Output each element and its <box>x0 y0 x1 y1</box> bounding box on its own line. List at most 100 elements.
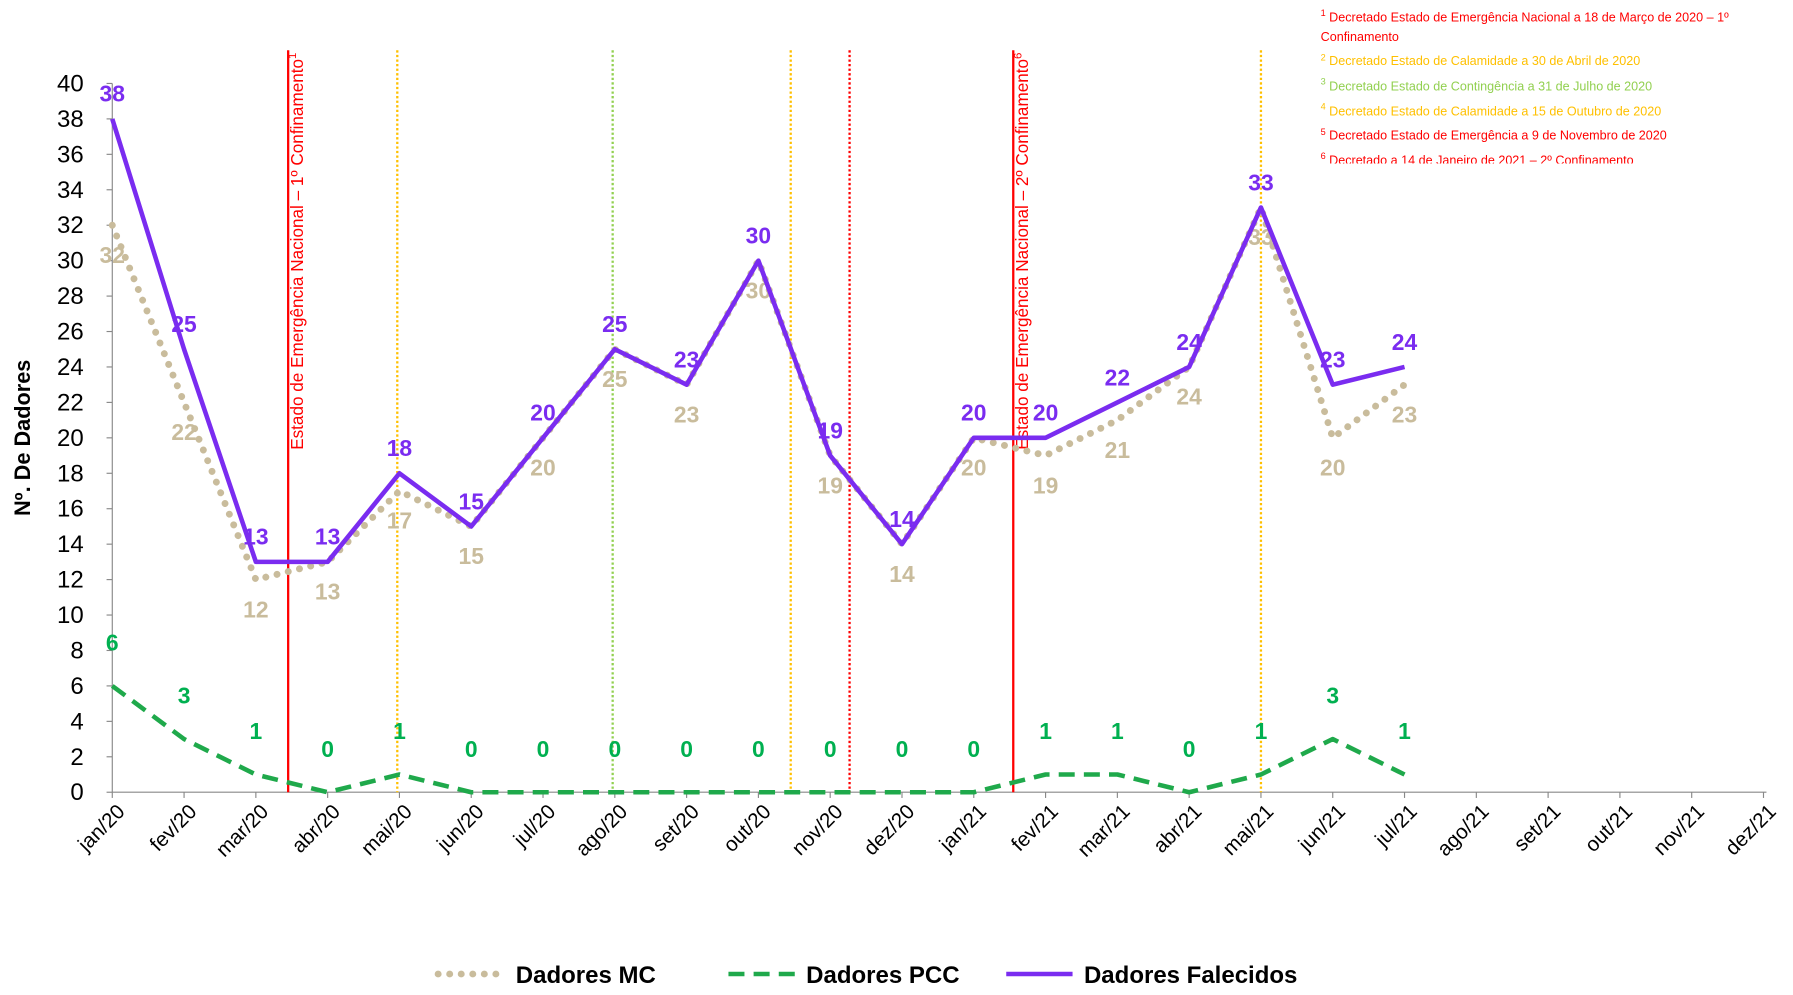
data-label: 0 <box>680 736 693 762</box>
y-tick-label: 2 <box>70 744 83 771</box>
y-tick-label: 38 <box>57 106 84 133</box>
data-label: 3 <box>178 683 191 709</box>
data-label: 33 <box>1248 169 1273 195</box>
y-tick-label: 40 <box>57 70 84 97</box>
data-label: 14 <box>889 506 915 532</box>
legend-label: Dadores PCC <box>806 962 959 989</box>
x-tick-label: jul/20 <box>509 800 561 852</box>
data-label: 0 <box>896 736 909 762</box>
x-tick-label: out/21 <box>1580 800 1637 857</box>
data-label: 0 <box>967 736 980 762</box>
y-tick-label: 12 <box>57 567 84 594</box>
y-tick-label: 14 <box>57 531 84 558</box>
y-tick-label: 34 <box>57 177 84 204</box>
data-label: 22 <box>171 419 196 445</box>
x-tick-label: dez/20 <box>859 800 919 860</box>
data-label: 0 <box>1183 736 1196 762</box>
note: 2 Decretado Estado de Calamidade a 30 de … <box>1321 48 1793 73</box>
data-label: 1 <box>1398 718 1411 744</box>
note: 5 Decretado Estado de Emergência a 9 de N… <box>1321 122 1793 147</box>
series-line <box>110 118 1406 565</box>
x-tick-label: set/21 <box>1509 800 1565 856</box>
y-tick-label: 10 <box>57 602 84 629</box>
data-label: 15 <box>459 488 485 514</box>
y-tick-label: 30 <box>57 248 84 275</box>
data-label: 23 <box>1320 347 1345 373</box>
data-label: 3 <box>1326 683 1339 709</box>
y-tick-label: 36 <box>57 141 84 168</box>
data-label: 0 <box>608 736 621 762</box>
data-label: 20 <box>530 400 555 426</box>
x-tick-label: ago/21 <box>1433 800 1494 861</box>
note: 6 Decretado a 14 de Janeiro de 2021 – 2º … <box>1321 147 1793 163</box>
y-tick-label: 32 <box>57 212 84 239</box>
data-label: 0 <box>321 736 334 762</box>
y-tick-label: 22 <box>57 389 84 416</box>
x-tick-label: jul/21 <box>1370 800 1422 852</box>
data-label: 17 <box>387 508 412 534</box>
event-label: Estado de Emergência Nacional – 1º Confi… <box>287 53 307 450</box>
x-tick-label: nov/21 <box>1649 800 1709 860</box>
data-label: 13 <box>243 524 268 550</box>
data-label: 1 <box>1039 718 1052 744</box>
data-label: 0 <box>537 736 550 762</box>
data-label: 19 <box>817 417 842 443</box>
data-label: 23 <box>674 401 699 427</box>
data-label: 38 <box>100 81 126 107</box>
x-tick-label: mai/20 <box>357 800 417 860</box>
note-sup: 1 <box>1320 8 1326 19</box>
note-text: Decretado Estado de Calamidade a 30 de A… <box>1329 55 1641 69</box>
x-tick-label: out/20 <box>719 800 776 857</box>
data-label: 1 <box>393 718 406 744</box>
x-tick-label: jun/20 <box>432 800 489 857</box>
x-tick-label: mar/20 <box>212 800 274 862</box>
notes-box: 1 Decretado Estado de Emergência Nacional… <box>1321 3 1793 163</box>
x-tick-label: set/20 <box>648 800 704 856</box>
event-label-sup: 6 <box>1012 53 1024 59</box>
data-label: 25 <box>171 311 197 337</box>
data-label: 24 <box>1176 384 1202 410</box>
data-label: 20 <box>1033 400 1058 426</box>
x-tick-label: ago/20 <box>571 800 632 861</box>
y-tick-label: 24 <box>57 354 84 381</box>
data-label: 18 <box>387 435 413 461</box>
y-tick-label: 6 <box>70 673 83 700</box>
note-text: Decretado Estado de Emergência Nacional … <box>1320 11 1729 45</box>
event-label-text: Estado de Emergência Nacional – 1º Confi… <box>287 59 307 450</box>
data-label: 19 <box>1033 472 1058 498</box>
note-text: Decretado Estado de Contingência a 31 de… <box>1329 79 1653 94</box>
note: 3 Decretado Estado de Contingência a 31 d… <box>1321 72 1793 97</box>
data-label: 24 <box>1392 329 1418 355</box>
note-text: Decretado Estado de Calamidade a 15 de O… <box>1329 104 1662 119</box>
data-label: 20 <box>530 455 555 481</box>
x-tick-label: jan/21 <box>934 800 991 857</box>
data-label: 1 <box>1255 718 1268 744</box>
y-tick-label: 26 <box>57 319 84 346</box>
y-tick-label: 0 <box>70 779 83 806</box>
data-label: 15 <box>459 543 485 569</box>
x-tick-label: abr/20 <box>287 800 344 857</box>
data-label: 32 <box>100 242 125 268</box>
y-tick-label: 16 <box>57 496 84 523</box>
data-label: 1 <box>249 718 262 744</box>
data-label: 13 <box>315 579 340 605</box>
data-label: 19 <box>817 472 842 498</box>
x-tick-label: mai/21 <box>1218 800 1278 860</box>
note-sup: 4 <box>1320 101 1326 112</box>
y-tick-label: 18 <box>57 460 84 487</box>
x-tick-label: nov/20 <box>788 800 848 860</box>
data-label: 25 <box>602 366 628 392</box>
data-label: 13 <box>315 524 340 550</box>
data-label: 12 <box>243 596 268 622</box>
x-tick-label: dez/21 <box>1721 800 1781 860</box>
data-label: 14 <box>889 561 915 587</box>
x-tick-label: abr/21 <box>1149 800 1206 857</box>
data-label: 30 <box>746 222 771 248</box>
data-label: 24 <box>1176 329 1202 355</box>
x-tick-label: mar/21 <box>1073 800 1135 862</box>
y-tick-label: 8 <box>70 637 83 664</box>
data-label: 1 <box>1111 718 1124 744</box>
series-line <box>110 684 1406 795</box>
y-tick-label: 20 <box>57 425 84 452</box>
y-tick-label: 28 <box>57 283 84 310</box>
